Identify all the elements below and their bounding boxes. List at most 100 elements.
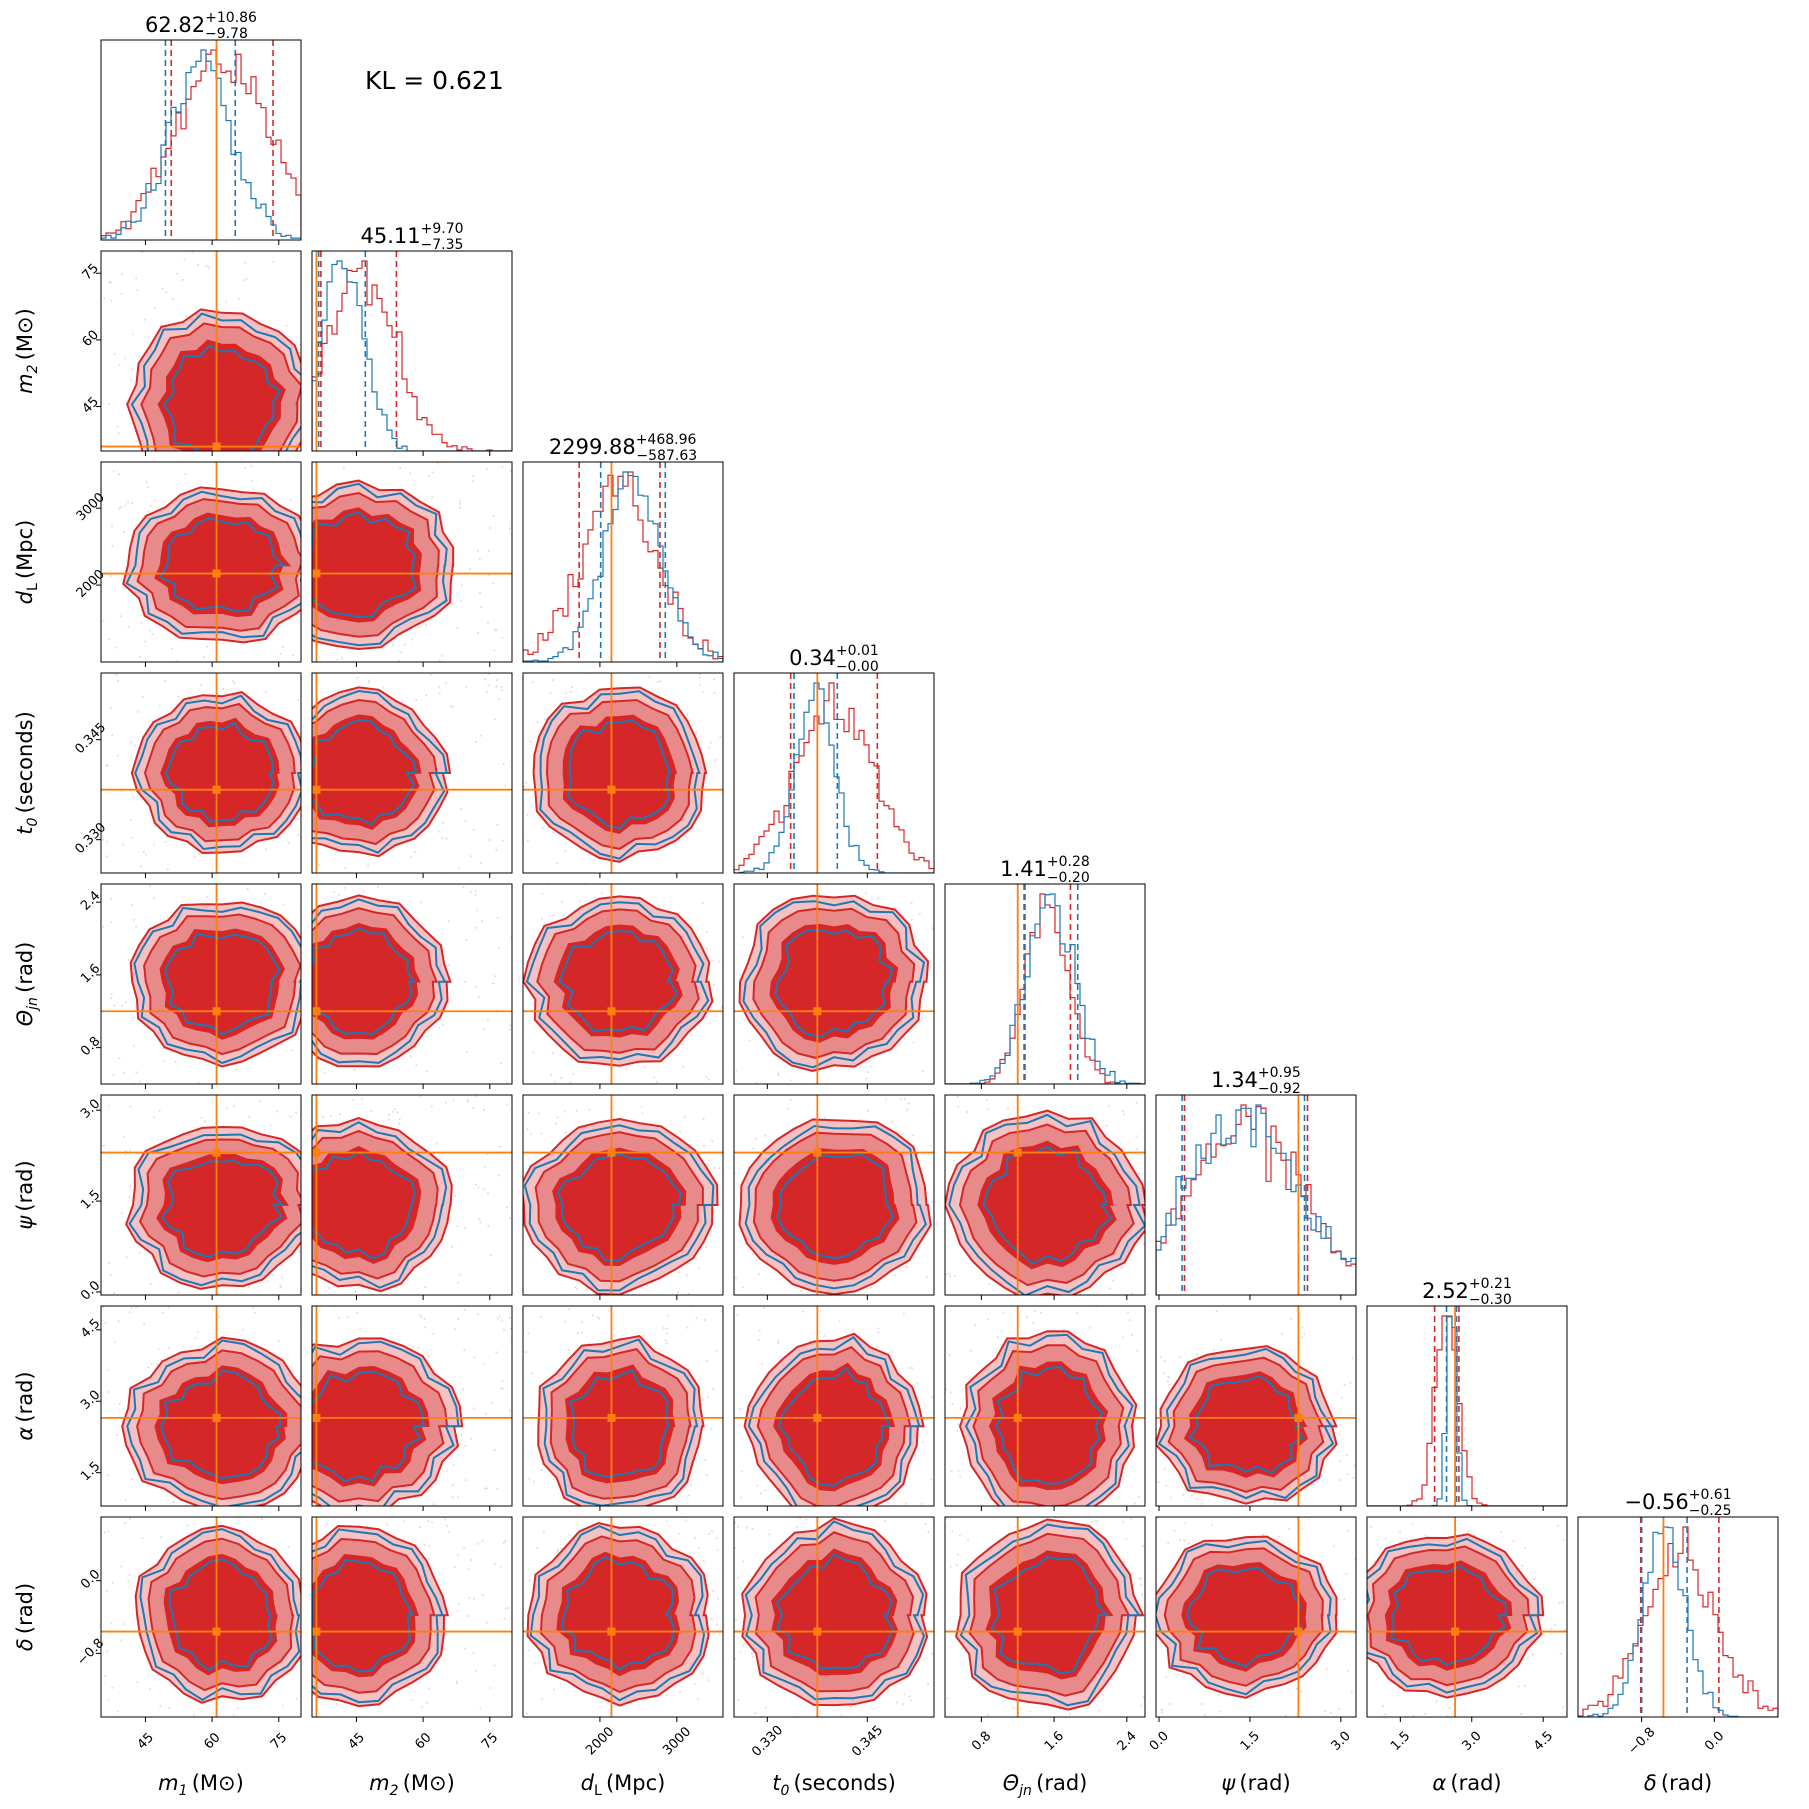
contour-inner bbox=[770, 1148, 900, 1265]
contour-series-b-outer bbox=[539, 690, 701, 860]
density-panel-7-1: 45 60 75 bbox=[311, 1516, 513, 1753]
truth-marker bbox=[1013, 1413, 1022, 1422]
panel-frame bbox=[522, 672, 724, 874]
contour-series-b-inner bbox=[312, 1150, 416, 1260]
density-panel-7-2: 2000 3000 bbox=[522, 1516, 724, 1758]
contour-inner bbox=[773, 1362, 896, 1492]
contour-series-b-outer bbox=[134, 694, 301, 851]
contour-inner bbox=[556, 1551, 680, 1677]
contour-inner bbox=[771, 1548, 899, 1676]
x-tick-label: 0.0 bbox=[1147, 1729, 1172, 1754]
contour-series-b-outer bbox=[312, 689, 448, 854]
y-axis-label-7: δ (rad) bbox=[13, 1583, 37, 1651]
density-panel-3-0: 0.330 0.345 bbox=[72, 672, 302, 878]
contour-series-b-inner bbox=[567, 719, 672, 830]
x-tick-label: 75 bbox=[479, 1730, 501, 1752]
contour-series-b-inner bbox=[1188, 1374, 1304, 1475]
contour-series-b-outer bbox=[742, 900, 926, 1069]
panel-frame bbox=[311, 1305, 513, 1507]
y-axis-label-1: m2 (M⊙) bbox=[13, 308, 41, 394]
contour-series-b-outer bbox=[133, 906, 301, 1065]
x-tick-label: 1.5 bbox=[1388, 1729, 1413, 1754]
hist-series-b bbox=[101, 49, 301, 240]
contour-series-b-inner bbox=[158, 517, 287, 613]
panel-frame bbox=[1577, 1516, 1779, 1718]
contour-series-b-inner bbox=[569, 1368, 670, 1478]
truth-marker bbox=[212, 1007, 221, 1016]
truth-marker bbox=[212, 569, 221, 578]
y-tick-label: 4.5 bbox=[78, 1316, 103, 1341]
panel-frame bbox=[522, 461, 724, 663]
contour-series-b-inner bbox=[162, 344, 282, 451]
truth-marker bbox=[212, 1627, 221, 1636]
x-tick-label: 60 bbox=[201, 1730, 223, 1752]
contour-series-b-inner bbox=[774, 929, 894, 1039]
contour-inner bbox=[1183, 1371, 1309, 1479]
truth-marker bbox=[312, 1413, 321, 1422]
panel-frame bbox=[733, 1094, 935, 1296]
y-axis-label-5: ψ (rad) bbox=[13, 1160, 37, 1229]
y-axis-label-6: α (rad) bbox=[13, 1371, 37, 1440]
contour-inner bbox=[312, 1554, 419, 1678]
contour-inner bbox=[1181, 1562, 1307, 1672]
truth-marker bbox=[813, 1007, 822, 1016]
contour-series-b-inner bbox=[556, 1153, 682, 1262]
truth-marker bbox=[1451, 1627, 1460, 1636]
contour-inner bbox=[977, 1140, 1117, 1270]
density-panel-2-0: 2000 3000 bbox=[74, 461, 302, 667]
panel-frame bbox=[311, 461, 513, 663]
panel-frame bbox=[944, 883, 1146, 1085]
contour-inner bbox=[157, 339, 286, 451]
contour-series-b-inner bbox=[560, 1556, 675, 1671]
hist-series-a bbox=[734, 682, 934, 873]
contour-series-b-outer bbox=[523, 1124, 715, 1292]
panel-frame bbox=[522, 1094, 724, 1296]
y-tick-label: 0.330 bbox=[72, 820, 109, 857]
x-tick-label: 45 bbox=[135, 1730, 157, 1752]
density-panel-7-0: 45 60 75 −0.8 0.0 bbox=[74, 1516, 302, 1753]
contour-inner bbox=[154, 1365, 288, 1485]
contour-series-b-inner bbox=[776, 1153, 895, 1260]
contour-inner bbox=[312, 922, 421, 1040]
y-tick-label: 0.0 bbox=[78, 1567, 103, 1592]
density-panel-6-5 bbox=[1155, 1305, 1357, 1511]
contour-inner bbox=[312, 507, 422, 623]
panel-frame bbox=[100, 250, 302, 452]
truth-marker bbox=[312, 1627, 321, 1636]
density-panel-7-6: 1.5 3.0 4.5 bbox=[1366, 1516, 1568, 1754]
panel-frame bbox=[100, 1094, 302, 1296]
contour-inner bbox=[163, 1553, 278, 1676]
histogram-title-5: 1.34+0.95 −0.92 bbox=[1211, 1065, 1301, 1097]
panel-frame bbox=[311, 883, 513, 1085]
x-tick-label: 1.6 bbox=[1042, 1729, 1067, 1754]
x-tick-label: 45 bbox=[346, 1730, 368, 1752]
contour-series-b-outer bbox=[312, 1340, 460, 1506]
density-panel-4-1 bbox=[311, 883, 513, 1089]
density-panel-6-1 bbox=[311, 1305, 513, 1511]
contour-inner bbox=[553, 924, 683, 1038]
truth-marker bbox=[312, 785, 321, 794]
contour-series-b-inner bbox=[160, 1159, 285, 1258]
contour-inner bbox=[564, 1364, 676, 1484]
contour-series-b-outer bbox=[747, 1335, 921, 1506]
hist-series-a bbox=[312, 260, 512, 451]
panel-frame bbox=[100, 461, 302, 663]
truth-marker bbox=[212, 785, 221, 794]
density-panel-3-1 bbox=[311, 672, 513, 878]
x-axis-label-0: m1 (M⊙) bbox=[158, 1771, 244, 1799]
x-tick-label: 0.345 bbox=[849, 1723, 886, 1760]
truth-marker bbox=[1013, 1627, 1022, 1636]
x-tick-label: 1.5 bbox=[1238, 1729, 1263, 1754]
panel-frame bbox=[100, 39, 302, 241]
panel-frame bbox=[1155, 1094, 1357, 1296]
hist-series-a bbox=[1578, 1526, 1778, 1717]
truth-marker bbox=[813, 1627, 822, 1636]
hist-series-b bbox=[1578, 1526, 1778, 1717]
x-tick-label: −0.8 bbox=[1626, 1725, 1659, 1758]
x-axis-label-2: dL (Mpc) bbox=[581, 1771, 666, 1799]
density-panel-5-4 bbox=[944, 1094, 1146, 1300]
density-panel-7-4: 0.8 1.6 2.4 bbox=[944, 1516, 1146, 1754]
x-tick-label: 2000 bbox=[583, 1724, 617, 1758]
panel-frame bbox=[944, 1516, 1146, 1718]
panel-frame bbox=[522, 883, 724, 1085]
